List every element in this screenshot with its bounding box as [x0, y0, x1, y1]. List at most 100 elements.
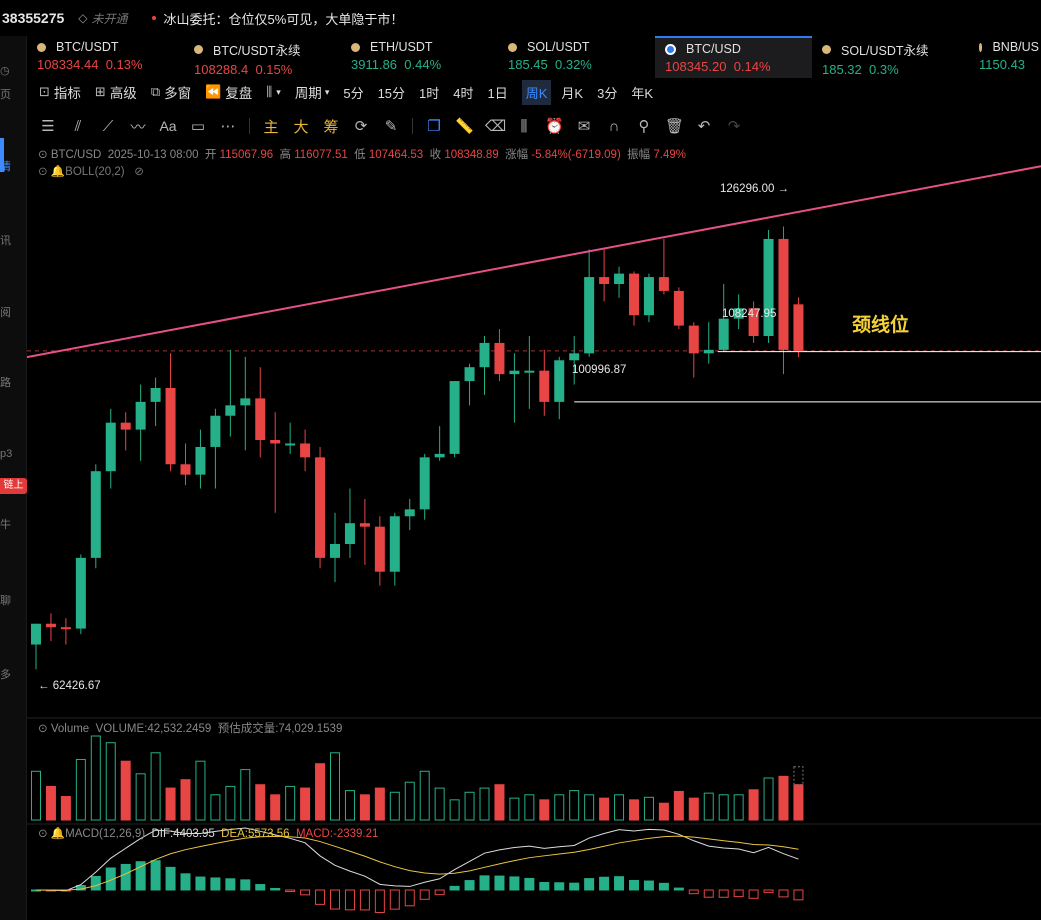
collapse-icon[interactable]: ⊙	[38, 723, 48, 735]
period-button[interactable]: 周期 ▾	[295, 82, 330, 102]
eye-hidden-icon[interactable]: ⊘	[134, 166, 144, 178]
rail-item-1[interactable]: 情	[0, 161, 11, 173]
rail-item-7[interactable]: 聊	[0, 595, 11, 607]
filter-icon[interactable]: ⚲	[638, 118, 650, 135]
bell-icon[interactable]: 🔔	[50, 828, 66, 840]
rail-item-5[interactable]: p3	[0, 448, 13, 460]
collapse-icon[interactable]: ⊙	[38, 149, 48, 161]
collapse-icon[interactable]: ⊙	[38, 166, 48, 178]
trash-icon[interactable]: 🗑	[665, 118, 685, 135]
period-4h[interactable]: 4时	[453, 85, 474, 101]
multi-window-button[interactable]: ⧉ 多窗	[151, 82, 191, 102]
replay-button[interactable]: ⏪ 复盘	[205, 82, 252, 102]
eraser-icon[interactable]: ⌫	[485, 118, 507, 135]
period-15m[interactable]: 15分	[377, 85, 406, 101]
copy-icon[interactable]: ❐	[427, 118, 441, 135]
rail-item-8[interactable]: 多	[0, 669, 11, 681]
macd-value: MACD:-2339.21	[295, 828, 379, 840]
undo-icon[interactable]: ↶	[697, 118, 711, 135]
candle-body	[60, 627, 71, 630]
macd-hist-bar	[539, 882, 550, 891]
ticker-btc-usd[interactable]: BTC/USD 108345.20 0.14%	[655, 36, 812, 78]
vip-status[interactable]: ◇ 未开通	[78, 10, 127, 27]
redo-icon[interactable]: ↷	[727, 118, 741, 135]
menu-icon[interactable]: ☰	[41, 118, 55, 135]
macd-hist-bar	[150, 860, 161, 891]
advanced-button[interactable]: ⊞ 高级	[95, 82, 137, 102]
bell-icon[interactable]: 🔔	[50, 166, 66, 178]
volume-bar	[658, 802, 669, 821]
draw-main-button[interactable]: 主	[263, 118, 279, 136]
refresh-icon[interactable]: ⟳	[354, 118, 368, 135]
macd-hist-bar	[748, 889, 759, 899]
macd-dif-line	[35, 827, 799, 892]
rail-item-2[interactable]: 讯	[0, 235, 11, 247]
volume-bar	[90, 735, 101, 821]
macd-hist-bar	[165, 866, 176, 891]
note-icon[interactable]: ✉	[577, 118, 591, 135]
candle-settings-icon[interactable]: ⫼	[520, 117, 528, 135]
draw-big-button[interactable]: 大	[293, 118, 309, 136]
ticker-sol-usdt-perp[interactable]: SOL/USDT永续 185.32 0.3%	[812, 36, 969, 78]
rail-item-6[interactable]: 牛	[0, 519, 11, 531]
volume-bar	[718, 794, 729, 821]
macd-hist-bar	[180, 873, 191, 891]
trend-line-icon[interactable]: ⟋	[102, 117, 114, 135]
candle-body	[374, 526, 385, 572]
volume-bar	[240, 769, 251, 821]
alarm-icon[interactable]: ⏰	[545, 118, 564, 135]
rail-item-0[interactable]: 页	[0, 89, 11, 101]
macd-hist-bar	[793, 889, 804, 901]
ticker-price: 1150.43	[979, 57, 1026, 72]
ticker-bnb-usdt[interactable]: BNB/US 1150.43	[969, 36, 1039, 78]
ticker-btc-usdt-perp[interactable]: BTC/USDT永续 108288.4 0.15%	[184, 36, 341, 78]
macd-label: ⊙ 🔔MACD(12,26,9) DIF:4403.95 DEA:5573.56…	[38, 826, 378, 840]
period-1y[interactable]: 年K	[631, 85, 653, 101]
period-1mo[interactable]: 月K	[561, 85, 584, 101]
period-5m[interactable]: 5分	[343, 85, 364, 101]
volume-bar	[703, 792, 714, 821]
wave-icon[interactable]: 〰	[130, 118, 146, 136]
ticker-change: 0.14%	[733, 59, 771, 74]
chart-type-button[interactable]: ⫼ ▾	[266, 84, 281, 100]
indicator-button[interactable]: ⊡ 指标	[39, 82, 81, 102]
open-label: 开	[204, 149, 217, 161]
draw-pen-icon[interactable]: ✎	[384, 118, 398, 135]
measure-icon[interactable]: 📏	[455, 118, 474, 135]
macd-hist-bar	[105, 867, 116, 891]
period-1h[interactable]: 1时	[419, 85, 440, 101]
volume-bar	[763, 777, 774, 821]
period-3m[interactable]: 3分	[597, 85, 618, 101]
ruler-icon[interactable]: ▭	[190, 118, 206, 135]
volume-bar	[359, 794, 370, 821]
ticker-eth-usdt[interactable]: ETH/USDT 3911.86 0.44%	[341, 36, 498, 78]
candle-body	[359, 523, 370, 527]
news-ticker[interactable]: 冰山委托：仓位仅5%可见，大单隐于市！	[151, 9, 403, 28]
ticker-price: 185.32	[822, 62, 862, 77]
rail-item-3[interactable]: 阅	[0, 307, 11, 319]
macd-hist-bar	[419, 889, 430, 900]
coin-icon	[665, 43, 676, 55]
candle-body	[524, 370, 535, 373]
candle-body	[569, 353, 580, 361]
rail-onchain-badge[interactable]: 链上	[0, 478, 27, 494]
ticker-sol-usdt[interactable]: SOL/USDT 185.45 0.32%	[498, 36, 655, 78]
period-1d[interactable]: 1日	[487, 85, 508, 101]
volume-bar	[554, 794, 565, 821]
rail-item-4[interactable]: 路	[0, 377, 11, 389]
ticker-name: SOL/USDT永续	[841, 44, 929, 58]
rail-clock-icon[interactable]: ◷	[0, 65, 10, 77]
parallel-lines-icon[interactable]: ⫽	[74, 117, 82, 135]
text-tool-icon[interactable]: Aa	[159, 118, 177, 134]
volume-estimate-bar	[793, 766, 804, 786]
more-icon[interactable]: ⋯	[220, 118, 236, 135]
period-1w[interactable]: 周K	[521, 79, 552, 105]
candle-body	[195, 446, 206, 475]
ticker-btc-usdt[interactable]: BTC/USDT 108334.44 0.13%	[27, 36, 184, 78]
collapse-icon[interactable]: ⊙	[38, 828, 48, 840]
coin-icon	[508, 42, 517, 52]
magnet-icon[interactable]: ∩	[608, 117, 620, 135]
macd-hist-bar	[703, 889, 714, 898]
draw-chip-button[interactable]: 筹	[323, 118, 339, 136]
